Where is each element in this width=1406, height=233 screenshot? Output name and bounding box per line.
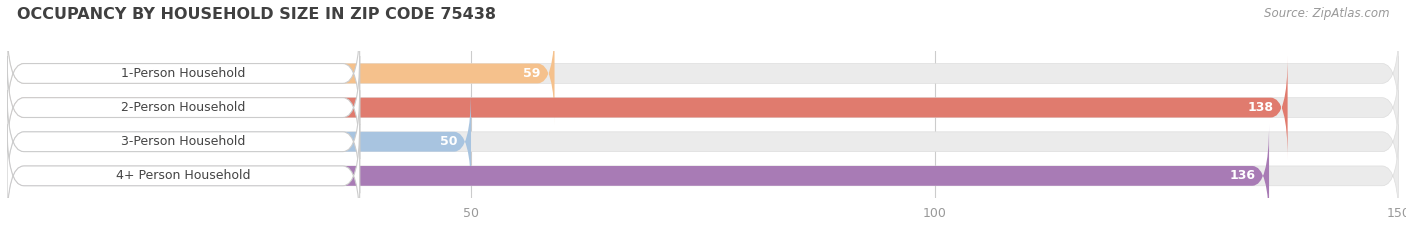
Text: 4+ Person Household: 4+ Person Household <box>117 169 250 182</box>
FancyBboxPatch shape <box>7 56 1399 159</box>
Text: 3-Person Household: 3-Person Household <box>121 135 246 148</box>
Text: 136: 136 <box>1229 169 1256 182</box>
Text: 50: 50 <box>440 135 457 148</box>
FancyBboxPatch shape <box>7 22 1399 125</box>
Text: 138: 138 <box>1247 101 1274 114</box>
FancyBboxPatch shape <box>7 124 360 227</box>
Text: Source: ZipAtlas.com: Source: ZipAtlas.com <box>1264 7 1389 20</box>
Text: 1-Person Household: 1-Person Household <box>121 67 246 80</box>
FancyBboxPatch shape <box>7 124 1399 227</box>
FancyBboxPatch shape <box>7 90 471 193</box>
FancyBboxPatch shape <box>7 124 1270 227</box>
Text: 59: 59 <box>523 67 540 80</box>
FancyBboxPatch shape <box>7 22 360 125</box>
FancyBboxPatch shape <box>7 22 554 125</box>
Text: 2-Person Household: 2-Person Household <box>121 101 246 114</box>
Text: OCCUPANCY BY HOUSEHOLD SIZE IN ZIP CODE 75438: OCCUPANCY BY HOUSEHOLD SIZE IN ZIP CODE … <box>17 7 496 22</box>
FancyBboxPatch shape <box>7 56 360 159</box>
FancyBboxPatch shape <box>7 90 360 193</box>
FancyBboxPatch shape <box>7 90 1399 193</box>
FancyBboxPatch shape <box>7 56 1288 159</box>
